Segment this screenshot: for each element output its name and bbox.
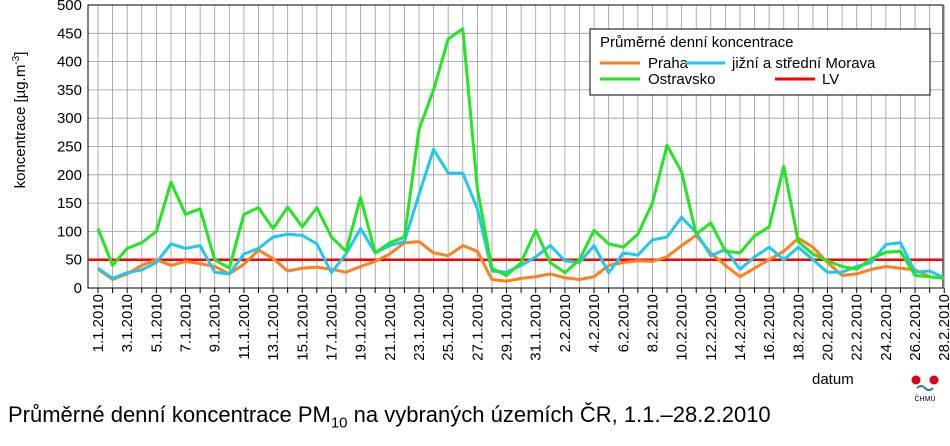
y-tick-label: 450 [57, 25, 82, 42]
x-tick-label: 28.2.2010 [936, 294, 950, 361]
x-tick-label: 18.2.2010 [790, 294, 807, 361]
y-tick-label: 150 [57, 195, 82, 212]
y-tick-label: 300 [57, 110, 82, 127]
y-axis-label-end: ] [12, 52, 29, 56]
y-axis-label: koncentrace [µg.m-3] [11, 52, 29, 189]
plot-border [87, 4, 944, 289]
legend-label-ostravsko: Ostravsko [648, 71, 716, 88]
x-tick-label: 4.2.2010 [586, 294, 603, 352]
legend-title: Průměrné denní koncentrace [600, 34, 793, 51]
plot-frame [87, 4, 944, 289]
y-tick-labels: 0 50 100 150 200 250 300 350 400 450 500 [57, 0, 82, 297]
series-line-ostravsko [96, 27, 945, 280]
y-axis-label-main: koncentrace [µg.m [12, 65, 29, 189]
legend: Průměrné denní koncentrace Praha jižní a… [589, 28, 931, 96]
x-tick-label: 31.1.2010 [528, 294, 545, 361]
y-tick-label: 0 [74, 280, 82, 297]
logo-dot-right [929, 375, 939, 385]
x-tick-label: 9.1.2010 [207, 294, 224, 352]
x-tick-label: 27.1.2010 [469, 294, 486, 361]
caption-text: Průměrné denní koncentrace PM [8, 402, 331, 427]
y-tick-label: 100 [57, 223, 82, 240]
x-tick-label: 19.1.2010 [353, 294, 370, 361]
x-tick-label: 3.1.2010 [119, 294, 136, 352]
x-tick-label: 24.2.2010 [878, 294, 895, 361]
x-tick-label: 25.1.2010 [440, 294, 457, 361]
x-tick-label: 17.1.2010 [323, 294, 340, 361]
x-tick-label: 20.2.2010 [820, 294, 837, 361]
x-tick-label: 23.1.2010 [411, 294, 428, 361]
x-tick-label: 16.2.2010 [761, 294, 778, 361]
caption-text-rest: na vybraných územích ČR, 1.1.–28.2.2010 [347, 402, 771, 427]
chmu-logo: ČHMÚ [911, 375, 939, 403]
legend-label-jizni-a-stredni-morava: jižní a střední Morava [731, 55, 876, 72]
x-tick-label: 1.1.2010 [90, 294, 107, 352]
legend-box [589, 28, 931, 96]
y-tick-label: 500 [57, 0, 82, 14]
logo-dot-left [911, 375, 921, 385]
x-tick-label: 5.1.2010 [148, 294, 165, 352]
y-tick-label: 50 [65, 252, 82, 269]
x-tick-label: 14.2.2010 [732, 294, 749, 361]
logo-wave [916, 385, 934, 391]
y-axis-label-sup: -3 [11, 55, 22, 64]
y-axis-label-text: koncentrace [µg.m-3] [11, 52, 29, 189]
x-tick-label: 13.1.2010 [265, 294, 282, 361]
figure-caption: Průměrné denní koncentrace PM10 na vybra… [8, 402, 771, 431]
x-tick-label: 12.2.2010 [703, 294, 720, 361]
x-axis-label: datum [812, 371, 854, 388]
caption-subscript: 10 [330, 414, 348, 432]
legend-label-praha: Praha [648, 55, 689, 72]
x-tick-label: 26.2.2010 [907, 294, 924, 361]
x-tick-label: 15.1.2010 [294, 294, 311, 361]
series-lines [96, 27, 945, 283]
x-tick-label: 22.2.2010 [849, 294, 866, 361]
x-tick-label: 2.2.2010 [557, 294, 574, 352]
x-tick-label: 10.2.2010 [674, 294, 691, 361]
x-tick-label: 8.2.2010 [644, 294, 661, 352]
x-tick-label: 7.1.2010 [178, 294, 195, 352]
y-tick-label: 250 [57, 139, 82, 156]
series-line-praha [97, 233, 945, 283]
logo-text: ČHMÚ [915, 394, 936, 403]
series-line-jizni-a-stredni-morava [97, 147, 945, 280]
y-tick-label: 400 [57, 54, 82, 71]
y-tick-label: 200 [57, 167, 82, 184]
x-tick-label: 6.2.2010 [615, 294, 632, 352]
y-tick-label: 350 [57, 82, 82, 99]
x-tick-labels: 1.1.2010 3.1.2010 5.1.2010 7.1.2010 9.1.2010… [90, 294, 950, 361]
x-tick-label: 11.1.2010 [236, 294, 253, 360]
legend-label-lv: LV [822, 71, 839, 88]
x-tick-label: 21.1.2010 [382, 294, 399, 361]
x-tick-label: 29.1.2010 [499, 294, 516, 361]
